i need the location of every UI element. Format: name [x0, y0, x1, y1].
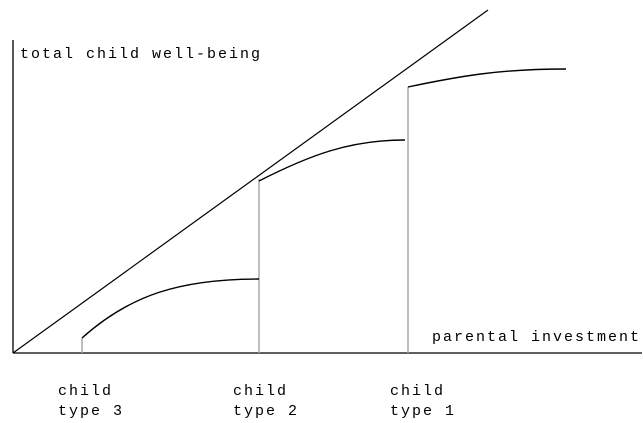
curve-type-3	[81, 278, 260, 339]
y-axis-label: total child well-being	[20, 46, 262, 63]
diagonal-line	[12, 9, 489, 354]
type-sub: type 1	[390, 403, 456, 420]
curve-type-2	[258, 139, 406, 182]
type-label: child	[233, 383, 288, 400]
type-label: child	[390, 383, 445, 400]
type-sub: type 3	[58, 403, 124, 420]
type-sub: type 2	[233, 403, 299, 420]
curve-type-1	[407, 68, 567, 88]
type-label: child	[58, 383, 113, 400]
x-axis-label: parental investment	[432, 329, 641, 346]
